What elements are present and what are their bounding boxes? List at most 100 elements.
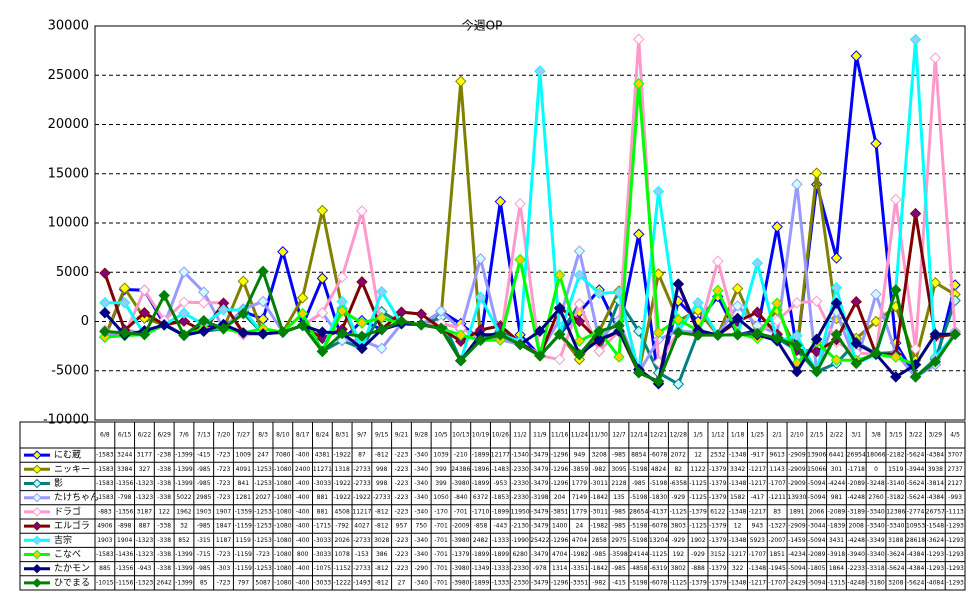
point-marker xyxy=(712,284,724,297)
table-cell: -1583 xyxy=(96,494,114,501)
legend-label: こなべ xyxy=(54,549,81,560)
table-cell: 386 xyxy=(376,551,388,558)
table-cell: -2774 xyxy=(907,508,925,515)
table-cell: -812 xyxy=(375,523,389,530)
table-cell: 5087 xyxy=(255,579,270,586)
table-cell: 3431 xyxy=(829,537,844,544)
table-cell: -1253 xyxy=(254,480,272,487)
table-cell: 841 xyxy=(238,480,250,487)
table-cell: -1707 xyxy=(749,551,767,558)
table-cell: -3318 xyxy=(867,565,885,572)
point-marker xyxy=(395,315,408,327)
table-cell: 4824 xyxy=(651,466,666,473)
table-cell: -1323 xyxy=(136,480,154,487)
table-cell: -1899 xyxy=(472,579,490,586)
table-cell: -1323 xyxy=(136,537,154,544)
table-cell: -1125 xyxy=(670,508,688,515)
point-marker xyxy=(435,305,447,317)
table-cell: -1293 xyxy=(946,565,964,572)
point-marker xyxy=(751,327,764,340)
table-cell: -4858 xyxy=(630,565,648,572)
x-tick-label: 11/16 xyxy=(551,432,568,439)
table-cell: -1293 xyxy=(946,551,964,558)
table-cell: -1080 xyxy=(274,523,292,530)
point-marker xyxy=(316,272,329,285)
table-cell: -3624 xyxy=(887,551,905,558)
table-cell: -1340 xyxy=(511,452,529,459)
x-tick-label: 12/28 xyxy=(670,432,687,439)
table-cell: -1348 xyxy=(729,579,747,586)
point-marker xyxy=(237,327,250,339)
table-cell: 0 xyxy=(874,466,878,473)
table-cell: -1015 xyxy=(96,579,114,586)
table-cell: -1323 xyxy=(136,494,154,501)
table-cell: 2737 xyxy=(947,466,962,473)
table-cell: -1899 xyxy=(492,508,510,515)
table-cell: -1217 xyxy=(749,579,767,586)
table-cell: 1039 xyxy=(433,452,448,459)
table-cell: -898 xyxy=(118,523,132,530)
x-tick-label: 2/15 xyxy=(810,432,824,439)
point-marker xyxy=(99,325,111,338)
table-cell: -290 xyxy=(414,565,428,572)
y-tick-label: 0 xyxy=(81,314,89,329)
table-cell: 4381 xyxy=(315,452,330,459)
point-marker xyxy=(870,347,882,359)
table-cell: -400 xyxy=(296,480,310,487)
table-cell: 26954 xyxy=(847,452,866,459)
table-cell: -338 xyxy=(157,523,171,530)
point-marker xyxy=(277,246,289,258)
point-marker xyxy=(810,167,823,179)
table-cell: -400 xyxy=(296,508,310,515)
table-cell: 11271 xyxy=(313,466,332,473)
point-marker xyxy=(138,328,151,341)
table-cell: -1152 xyxy=(333,565,351,572)
point-marker xyxy=(257,295,269,308)
table-cell: -985 xyxy=(197,523,211,530)
x-tick-label: 3/29 xyxy=(929,432,943,439)
table-cell: -1080 xyxy=(274,508,292,515)
point-marker xyxy=(731,282,744,295)
table-cell: -223 xyxy=(395,551,409,558)
table-cell: -858 xyxy=(474,523,488,530)
table-cell: -1707 xyxy=(768,579,786,586)
x-tick-label: 8/31 xyxy=(335,432,349,439)
table-cell: -1217 xyxy=(729,551,747,558)
table-cell: -812 xyxy=(375,565,389,572)
table-cell: -415 xyxy=(612,579,626,586)
point-marker xyxy=(633,33,645,45)
table-cell: -223 xyxy=(395,466,409,473)
table-cell: -1707 xyxy=(768,480,786,487)
point-marker xyxy=(830,328,843,341)
table-cell: -3479 xyxy=(531,452,549,459)
table-cell: -1896 xyxy=(472,466,490,473)
point-marker xyxy=(455,354,467,367)
table-cell: -4384 xyxy=(927,452,945,459)
table-cell: 2026 xyxy=(335,537,350,544)
y-tick-label: 5000 xyxy=(56,265,89,280)
table-cell: -978 xyxy=(533,565,547,572)
point-marker xyxy=(178,307,190,319)
table-cell: -4248 xyxy=(848,537,866,544)
legend-label: 影 xyxy=(54,478,63,489)
table-cell: -3340 xyxy=(887,523,905,530)
table-cell: 3384 xyxy=(117,466,132,473)
table-cell: 1851 xyxy=(770,551,785,558)
table-cell: 85 xyxy=(200,579,208,586)
table-cell: 2127 xyxy=(947,480,962,487)
x-tick-label: 1/12 xyxy=(711,432,725,439)
point-marker xyxy=(553,328,566,340)
table-cell: -3182 xyxy=(887,494,905,501)
point-marker xyxy=(929,356,942,368)
table-cell: -1379 xyxy=(709,466,727,473)
table-cell: -2089 xyxy=(808,551,826,558)
table-cell: -1323 xyxy=(136,579,154,586)
table-cell: 135 xyxy=(613,494,625,501)
table-cell: -929 xyxy=(671,494,685,501)
table-cell: -3851 xyxy=(551,508,569,515)
table-cell: 11950 xyxy=(511,508,530,515)
table-cell: -2909 xyxy=(788,466,806,473)
table-cell: -1356 xyxy=(116,508,134,515)
table-cell: 4091 xyxy=(236,466,251,473)
legend-marker xyxy=(32,521,42,531)
